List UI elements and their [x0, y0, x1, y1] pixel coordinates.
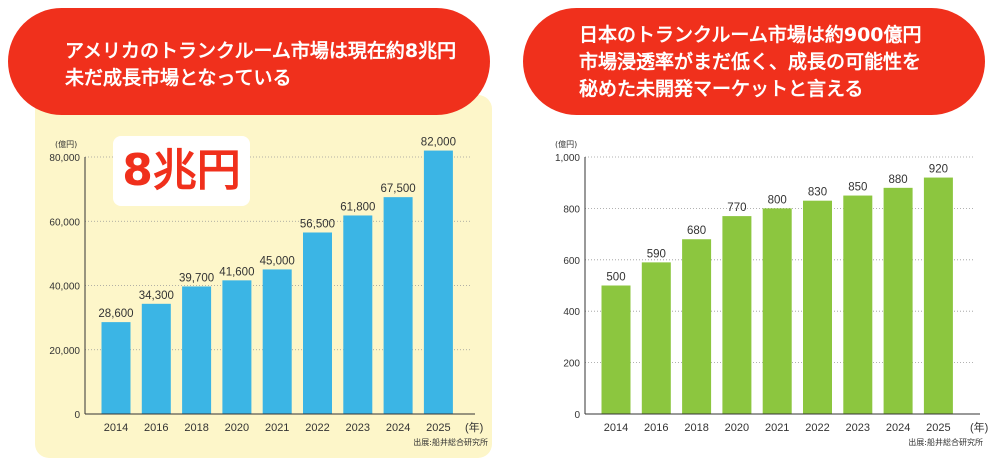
- x-tick-label: 2025: [426, 422, 450, 434]
- bar-2023: [343, 215, 373, 414]
- data-label: 800: [768, 194, 787, 206]
- data-label: 500: [606, 272, 625, 284]
- bar-2024: [383, 197, 413, 414]
- x-tick-label: 2023: [346, 422, 370, 434]
- data-label: 82,000: [421, 137, 456, 149]
- eight-trillion-yen-badge: 8兆円: [113, 136, 250, 206]
- data-label: 67,500: [381, 183, 416, 195]
- bar-2016: [141, 303, 171, 414]
- x-tick-label: 2016: [144, 422, 168, 434]
- data-label: 39,700: [179, 272, 214, 284]
- x-axis-unit: (年): [970, 420, 988, 434]
- x-tick-label: 2020: [725, 422, 749, 434]
- bar-2018: [682, 239, 712, 414]
- bar-2020: [722, 216, 752, 414]
- x-tick-label: 2023: [846, 422, 870, 434]
- y-tick-label: 0: [74, 410, 80, 421]
- x-tick-label: 2025: [926, 422, 950, 434]
- bar-2023: [843, 195, 873, 414]
- x-tick-label: 2021: [265, 422, 289, 434]
- x-tick-label: 2018: [184, 422, 208, 434]
- y-tick-label: 400: [563, 307, 580, 318]
- headline-line: アメリカのトランクルーム市場は現在約8兆円: [65, 40, 457, 62]
- x-tick-label: 2018: [684, 422, 708, 434]
- data-label: 880: [889, 174, 908, 186]
- bar-2022: [303, 232, 332, 414]
- source-note: 出展:船井総合研究所: [413, 437, 488, 447]
- bar-2018: [182, 286, 212, 414]
- x-tick-label: 2022: [805, 422, 829, 434]
- bar-2025: [923, 177, 953, 414]
- japan-market-headline: 日本のトランクルーム市場は約900億円 市場浸透率がまだ低く、成長の可能性を 秘…: [523, 8, 985, 115]
- data-label: 590: [647, 248, 666, 260]
- data-label: 28,600: [98, 308, 133, 320]
- headline-line: 秘めた未開発マーケットと言える: [579, 78, 864, 100]
- bar-2024: [883, 187, 913, 414]
- y-tick-label: 600: [563, 256, 580, 267]
- bar-2016: [641, 262, 671, 414]
- data-label: 41,600: [219, 266, 254, 278]
- y-axis-unit: (億円): [555, 139, 577, 149]
- headline-line: 市場浸透率がまだ低く、成長の可能性を: [579, 51, 922, 73]
- source-note: 出展:船井総合研究所: [908, 437, 983, 447]
- bar-2021: [762, 208, 792, 414]
- bar-2014: [601, 285, 631, 414]
- x-tick-label: 2021: [765, 422, 789, 434]
- y-tick-label: 20,000: [49, 346, 80, 357]
- headline-line: 未だ成長市場となっている: [65, 67, 292, 89]
- data-label: 61,800: [340, 201, 375, 213]
- us-market-headline: アメリカのトランクルーム市場は現在約8兆円 未だ成長市場となっている: [8, 8, 490, 115]
- x-tick-label: 2014: [604, 422, 628, 434]
- x-tick-label: 2020: [225, 422, 249, 434]
- data-label: 920: [929, 164, 948, 176]
- x-axis-unit: (年): [465, 420, 483, 434]
- bar-2021: [262, 269, 292, 414]
- y-tick-label: 1,000: [555, 153, 580, 164]
- y-tick-label: 200: [563, 359, 580, 370]
- data-label: 34,300: [139, 290, 174, 302]
- x-tick-label: 2014: [104, 422, 128, 434]
- y-tick-label: 60,000: [49, 217, 80, 228]
- y-axis-unit: (億円): [55, 139, 77, 149]
- bar-2025: [423, 150, 453, 414]
- data-label: 56,500: [300, 218, 335, 230]
- x-tick-label: 2022: [305, 422, 329, 434]
- data-label: 830: [808, 187, 827, 199]
- data-label: 850: [848, 182, 867, 194]
- y-tick-label: 80,000: [49, 153, 80, 164]
- data-label: 45,000: [260, 255, 295, 267]
- bar-2020: [222, 280, 252, 414]
- y-tick-label: 0: [574, 410, 580, 421]
- y-tick-label: 800: [563, 204, 580, 215]
- x-tick-label: 2016: [644, 422, 668, 434]
- bar-2022: [803, 200, 832, 414]
- x-tick-label: 2024: [386, 422, 410, 434]
- data-label: 680: [687, 225, 706, 237]
- x-tick-label: 2024: [886, 422, 910, 434]
- data-label: 770: [727, 202, 746, 214]
- bar-2014: [101, 322, 131, 414]
- headline-line: 日本のトランクルーム市場は約900億円: [579, 24, 922, 46]
- y-tick-label: 40,000: [49, 282, 80, 293]
